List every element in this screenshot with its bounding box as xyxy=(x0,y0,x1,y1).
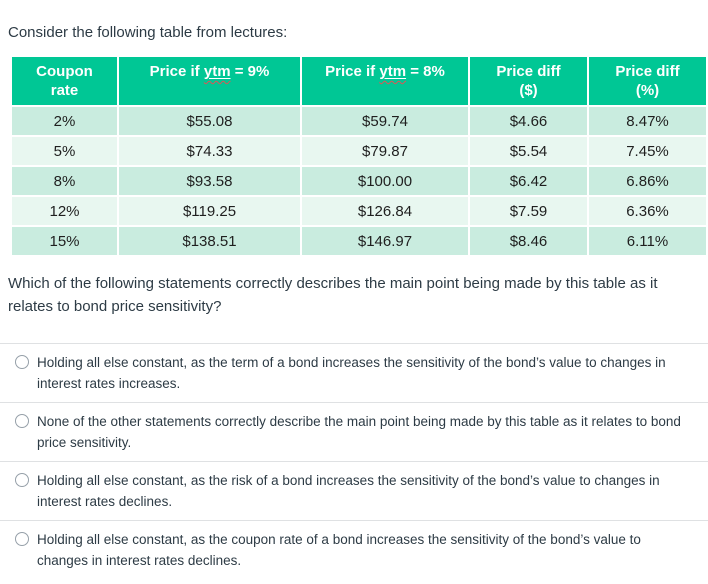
table-cell: $93.58 xyxy=(119,167,300,195)
table-cell: 6.86% xyxy=(589,167,706,195)
misspelled-word: ytm xyxy=(379,63,407,80)
answer-option-label: Holding all else constant, as the risk o… xyxy=(37,473,660,509)
column-header-price-ytm-9: Price if ytm = 9% xyxy=(119,57,300,105)
misspelled-word: ytm xyxy=(203,63,231,80)
answer-option-label: Holding all else constant, as the coupon… xyxy=(37,532,641,568)
table-cell: $79.87 xyxy=(302,137,468,165)
table-cell: 7.45% xyxy=(589,137,706,165)
table-row: 15% $138.51 $146.97 $8.46 6.11% xyxy=(12,227,706,255)
table-cell: $146.97 xyxy=(302,227,468,255)
table-cell: 8.47% xyxy=(589,107,706,135)
bond-price-table: Coupon rate Price if ytm = 9% Price if y… xyxy=(10,55,708,257)
table-cell: $6.42 xyxy=(470,167,587,195)
table-cell: $7.59 xyxy=(470,197,587,225)
table-cell: $4.66 xyxy=(470,107,587,135)
table-row: 12% $119.25 $126.84 $7.59 6.36% xyxy=(12,197,706,225)
answer-options: Holding all else constant, as the term o… xyxy=(0,343,708,579)
table-cell: $59.74 xyxy=(302,107,468,135)
intro-text: Consider the following table from lectur… xyxy=(8,24,288,41)
radio-button[interactable] xyxy=(15,414,29,428)
table-cell: $100.00 xyxy=(302,167,468,195)
table-cell: $126.84 xyxy=(302,197,468,225)
column-header-price-diff-percent: Price diff (%) xyxy=(589,57,706,105)
table-cell: $74.33 xyxy=(119,137,300,165)
radio-button[interactable] xyxy=(15,532,29,546)
answer-option-label: Holding all else constant, as the term o… xyxy=(37,355,666,391)
table-cell: $8.46 xyxy=(470,227,587,255)
table-row: 2% $55.08 $59.74 $4.66 8.47% xyxy=(12,107,706,135)
radio-button[interactable] xyxy=(15,473,29,487)
column-header-coupon-rate: Coupon rate xyxy=(12,57,117,105)
table-cell: 5% xyxy=(12,137,117,165)
answer-option-4[interactable]: Holding all else constant, as the coupon… xyxy=(0,520,708,579)
answer-option-2[interactable]: None of the other statements correctly d… xyxy=(0,402,708,461)
table-row: 5% $74.33 $79.87 $5.54 7.45% xyxy=(12,137,706,165)
table-cell: $119.25 xyxy=(119,197,300,225)
table-cell: $5.54 xyxy=(470,137,587,165)
table-row: 8% $93.58 $100.00 $6.42 6.86% xyxy=(12,167,706,195)
table-cell: 6.11% xyxy=(589,227,706,255)
table-cell: 6.36% xyxy=(589,197,706,225)
question-text: Which of the following statements correc… xyxy=(8,275,658,315)
answer-option-label: None of the other statements correctly d… xyxy=(37,414,681,450)
table-cell: $138.51 xyxy=(119,227,300,255)
table-cell: 2% xyxy=(12,107,117,135)
column-header-price-diff-dollar: Price diff ($) xyxy=(470,57,587,105)
table-cell: 8% xyxy=(12,167,117,195)
answer-option-1[interactable]: Holding all else constant, as the term o… xyxy=(0,343,708,402)
table-header-row: Coupon rate Price if ytm = 9% Price if y… xyxy=(12,57,706,105)
answer-option-3[interactable]: Holding all else constant, as the risk o… xyxy=(0,461,708,520)
table-cell: 12% xyxy=(12,197,117,225)
table-cell: 15% xyxy=(12,227,117,255)
radio-button[interactable] xyxy=(15,355,29,369)
column-header-price-ytm-8: Price if ytm = 8% xyxy=(302,57,468,105)
table-cell: $55.08 xyxy=(119,107,300,135)
